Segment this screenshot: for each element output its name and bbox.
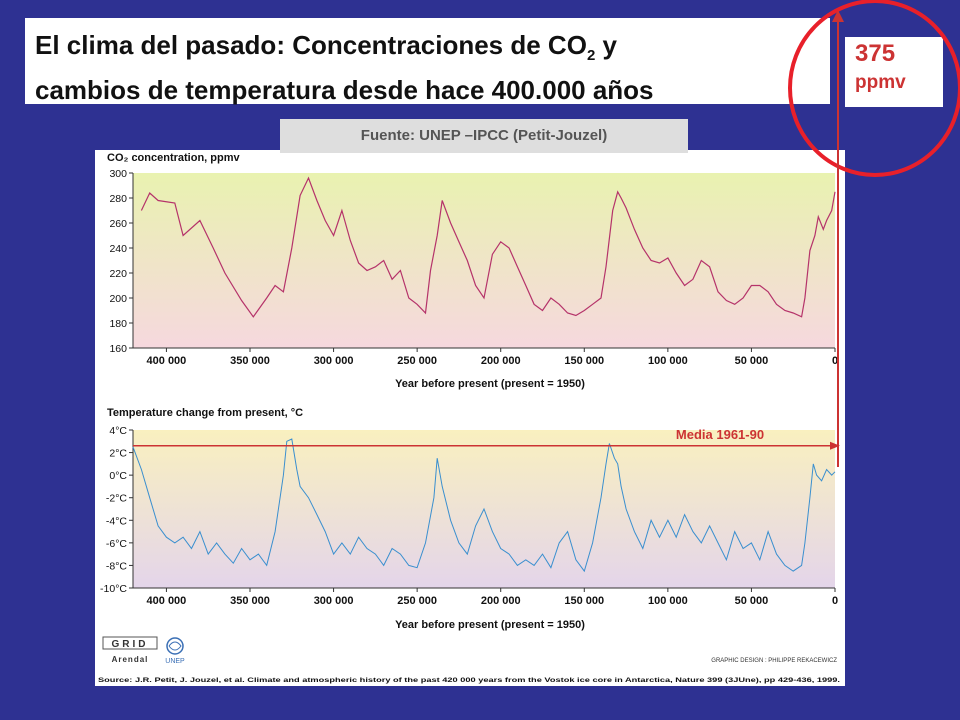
chart-panel: CO₂ concentration, ppmv 300 280 260 240 220 2… — [95, 150, 845, 686]
ppmv-annotation-unit: ppmv — [855, 72, 906, 93]
co2-subscript: 2 — [586, 47, 596, 65]
charts-svg: CO₂ concentration, ppmv 300 280 260 240 220 2… — [98, 152, 840, 684]
media-arrowhead — [830, 441, 840, 450]
co2-y-tick-label: 260 — [109, 218, 127, 230]
source-tab: Fuente: UNEP –IPCC (Petit-Jouzel) — [280, 119, 688, 153]
co2-x-tick-label: 200 000 — [481, 355, 521, 367]
temp-x-tick-label: 350 000 — [230, 595, 270, 607]
co2-y-tick-label: 220 — [109, 268, 127, 280]
temp-x-axis-label: Year before present (present = 1950) — [395, 619, 585, 631]
unep-logo: UNEP — [165, 637, 185, 665]
red-vertical-arrowhead — [832, 10, 844, 22]
temp-x-tick-label: 400 000 — [147, 595, 187, 607]
temp-x-tick-label: 250 000 — [397, 595, 437, 607]
co2-x-tick-label: 400 000 — [147, 355, 187, 367]
temp-y-tick-label: -4°C — [106, 515, 128, 527]
co2-y-tick-label: 160 — [109, 343, 127, 355]
arendal-logo-text: Arendal — [112, 655, 149, 664]
temp-x-tick-label: 200 000 — [481, 595, 521, 607]
co2-y-tick-label: 180 — [109, 318, 127, 330]
co2-series-line — [140, 176, 836, 318]
co2-x-tick-label: 100 000 — [648, 355, 688, 367]
co2-chart-title: CO₂ concentration, ppmv — [107, 152, 241, 164]
unep-logo-text: UNEP — [165, 658, 185, 665]
co2-x-tick-label: 0 — [832, 355, 838, 367]
ppmv-annotation-box — [845, 37, 943, 107]
temp-y-tick-label: -2°C — [106, 493, 128, 505]
co2-y-tick-label: 200 — [109, 293, 127, 305]
temp-y-tick-label: -10°C — [100, 583, 127, 595]
temp-y-tick-label: -8°C — [106, 560, 128, 572]
temp-series-line — [132, 438, 836, 573]
temp-chart-title: Temperature change from present, °C — [107, 407, 303, 419]
temp-y-tick-label: -6°C — [106, 538, 128, 550]
co2-x-tick-label: 300 000 — [314, 355, 354, 367]
red-highlight-circle — [788, 0, 960, 177]
source-citation: Source: J.R. Petit, J. Jouzel, et al. Cl… — [98, 677, 840, 684]
co2-x-tick-label: 50 000 — [735, 355, 769, 367]
temp-y-tick-label: 2°C — [109, 448, 127, 460]
co2-x-tick-label: 250 000 — [397, 355, 437, 367]
media-annotation-label: Media 1961-90 — [676, 427, 764, 442]
slide-title-box: El clima del pasado: Concentraciones de … — [25, 18, 830, 105]
co2-y-tick-label: 300 — [109, 168, 127, 180]
temp-x-tick-label: 0 — [832, 595, 838, 607]
slide-title-line2: cambios de temperatura desde hace 400.00… — [35, 75, 654, 106]
graphic-design-credit: GRAPHIC DESIGN : PHILIPPE REKACEWICZ — [711, 658, 837, 664]
grid-logo-text: GRID — [112, 639, 149, 650]
temp-x-tick-label: 300 000 — [314, 595, 354, 607]
grid-arendal-logo: GRID Arendal — [102, 636, 158, 664]
temp-x-tick-label: 100 000 — [648, 595, 688, 607]
co2-y-tick-label: 280 — [109, 193, 127, 205]
co2-x-axis-label: Year before present (present = 1950) — [395, 378, 585, 390]
co2-plot-background — [133, 173, 835, 348]
temp-x-tick-label: 150 000 — [564, 595, 604, 607]
ppmv-annotation-value: 375 — [855, 40, 896, 67]
temp-y-tick-label: 0°C — [109, 470, 127, 482]
slide-title-line1: El clima del pasado: Concentraciones de … — [35, 30, 617, 65]
temp-y-tick-label: 4°C — [109, 425, 127, 437]
co2-x-tick-label: 350 000 — [230, 355, 270, 367]
temp-x-tick-label: 50 000 — [735, 595, 769, 607]
co2-y-tick-label: 240 — [109, 243, 127, 255]
co2-x-tick-label: 150 000 — [564, 355, 604, 367]
